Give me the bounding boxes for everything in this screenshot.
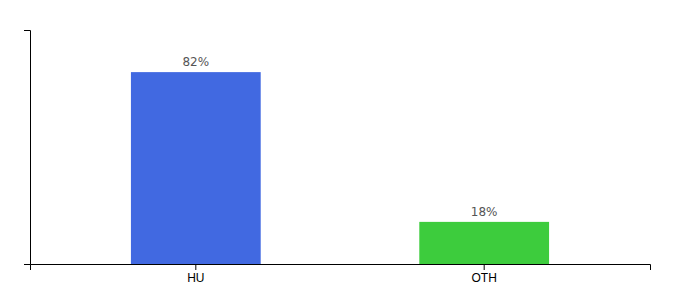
bar (131, 72, 261, 264)
x-tick-label: OTH (472, 271, 497, 285)
y-axis (24, 31, 31, 265)
x-tick: HU (187, 264, 204, 285)
data-label: 18% (471, 205, 498, 219)
bars (131, 72, 549, 264)
y-axis-line (24, 31, 31, 265)
x-axis-line (31, 265, 651, 271)
x-tick-mark (484, 264, 485, 270)
x-axis: HU OTH (31, 264, 651, 285)
x-tick-label: HU (187, 271, 204, 285)
x-tick: OTH (472, 264, 497, 285)
chart: HU OTH 82% 18% (0, 0, 680, 300)
data-labels: 82% 18% (182, 55, 497, 219)
plot-area: HU OTH 82% 18% (24, 31, 651, 285)
data-label: 82% (182, 55, 209, 69)
bar (419, 222, 549, 264)
x-tick-mark (195, 264, 196, 270)
